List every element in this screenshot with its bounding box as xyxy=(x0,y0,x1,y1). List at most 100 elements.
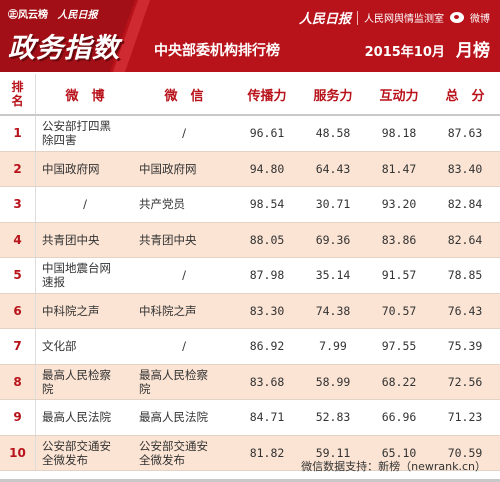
interact-cell: 97.55 xyxy=(381,339,417,354)
interact-cell: 91.57 xyxy=(381,268,417,283)
rank-cell: 7 xyxy=(0,329,36,364)
service-cell: 69.36 xyxy=(315,232,351,247)
spread-cell: 81.82 xyxy=(249,445,285,460)
weibo-name-line: 最高人民法院 xyxy=(42,410,111,425)
rank-cell: 9 xyxy=(0,400,36,435)
brand-left: ㊣风云榜 人民日报 xyxy=(8,6,97,21)
page-title: 政务指数 xyxy=(8,33,120,64)
weibo-name: 最高人民检察院 xyxy=(42,368,111,396)
weibo-cell: 最高人民检察院 xyxy=(36,365,134,400)
rank-cell: 6 xyxy=(0,293,36,328)
table-row: 3 / 共产党员 98.54 30.71 93.20 82.84 xyxy=(0,187,500,223)
service-cell: 48.58 xyxy=(315,126,351,141)
interact-cell: 93.20 xyxy=(381,197,417,212)
weibo-name: 中国政府网 xyxy=(42,162,100,176)
weixin-name: / xyxy=(182,268,186,282)
table-body: 1 公安部打四黑 除四害 / 96.61 48.58 98.18 87.63 2 中国政府网 中国政… xyxy=(0,116,500,471)
total-cell: 78.85 xyxy=(447,268,483,283)
weibo-name-line: 速报 xyxy=(42,275,65,290)
spread-cell: 83.30 xyxy=(249,303,285,318)
rank-cell: 4 xyxy=(0,222,36,257)
rank-cell: 10 xyxy=(0,435,36,470)
weixin-name-line: / xyxy=(182,268,186,283)
spread-cell: 84.71 xyxy=(249,410,285,425)
weixin-name-line: 院 xyxy=(139,381,151,396)
weibo-cell: 公安部打四黑 除四害 xyxy=(36,116,134,151)
weibo-cell: 共青团中央 xyxy=(36,223,134,258)
service-cell: 7.99 xyxy=(319,339,347,354)
weibo-name-line: 中科院之声 xyxy=(42,303,100,318)
weibo-cell: 最高人民法院 xyxy=(36,400,134,435)
weixin-cell: 中科院之声 xyxy=(134,294,234,329)
rank-cell: 5 xyxy=(0,258,36,293)
footer-credit: 微信数据支持：新榜（newrank.cn） xyxy=(301,460,486,473)
weibo-name: 文化部 xyxy=(42,339,77,353)
col-interact: 互动力 xyxy=(379,88,419,104)
interact-cell: 70.57 xyxy=(381,303,417,318)
weibo-name-line: 最高人民检察 xyxy=(42,367,111,382)
weibo-name-line: 文化部 xyxy=(42,339,77,354)
weibo-cell: 中国地震台网 速报 xyxy=(36,258,134,293)
spread-cell: 87.98 xyxy=(249,268,285,283)
weixin-name-line: 公安部交通安 xyxy=(139,438,208,453)
rank-cell: 2 xyxy=(0,151,36,186)
weixin-name-line: 中科院之声 xyxy=(139,303,197,318)
weibo-name-line: 院 xyxy=(42,381,54,396)
table-row: 9 最高人民法院 最高人民法院 84.71 52.83 66.96 71.23 xyxy=(0,400,500,436)
weixin-cell: 中国政府网 xyxy=(134,152,234,187)
weixin-name-line: / xyxy=(182,339,186,354)
ranking-table: 排 名 微 博 微 信 传播力 服务力 互动力 总 分 1 公安部打四黑 除四害 / 9… xyxy=(0,74,500,471)
total-cell: 82.64 xyxy=(447,232,483,247)
col-service: 服务力 xyxy=(313,88,353,104)
weibo-name: 公安部打四黑 除四害 xyxy=(42,119,111,147)
service-cell: 58.99 xyxy=(315,374,351,389)
total-cell: 71.23 xyxy=(447,410,483,425)
weixin-name-line: 最高人民法院 xyxy=(139,410,208,425)
spread-cell: 88.05 xyxy=(249,232,285,247)
weixin-name-line: 共产党员 xyxy=(139,197,185,212)
weibo-name-line: / xyxy=(83,197,87,212)
rmrb-logo: 人民日报 xyxy=(298,12,351,27)
weixin-name-line: 全微发布 xyxy=(139,452,185,467)
service-cell: 30.71 xyxy=(315,197,351,212)
weibo-name-line: 公安部打四黑 xyxy=(42,119,111,134)
weixin-name-line: 共青团中央 xyxy=(139,232,197,247)
total-cell: 83.40 xyxy=(447,161,483,176)
weixin-cell: / xyxy=(134,329,234,364)
spread-cell: 96.61 xyxy=(249,126,285,141)
table-header: 排 名 微 博 微 信 传播力 服务力 互动力 总 分 xyxy=(0,74,500,116)
bottom-divider xyxy=(0,479,500,482)
rmrb-logo-small: 人民日报 xyxy=(57,10,98,21)
weixin-name: / xyxy=(182,339,186,353)
weibo-label: 微博 xyxy=(470,14,490,25)
weibo-name: 最高人民法院 xyxy=(42,410,111,424)
col-rank: 排 名 xyxy=(0,74,36,114)
weixin-cell: / xyxy=(134,258,234,293)
interact-cell: 83.86 xyxy=(381,232,417,247)
total-cell: 70.59 xyxy=(447,445,483,460)
weibo-name: 中科院之声 xyxy=(42,304,100,318)
spread-cell: 83.68 xyxy=(249,374,285,389)
header-banner: ㊣风云榜 人民日报 政务指数 中央部委机构排行榜 人民日报 人民网舆情监测室 微… xyxy=(0,0,500,72)
weibo-name: 共青团中央 xyxy=(42,233,100,247)
weixin-cell: 共产党员 xyxy=(134,187,234,222)
table-row: 1 公安部打四黑 除四害/96.61 48.58 98.18 87.63 xyxy=(0,116,500,152)
total-cell: 87.63 xyxy=(447,126,483,141)
rank-cell: 3 xyxy=(0,187,36,222)
weibo-name: / xyxy=(83,197,87,211)
rank-cell: 8 xyxy=(0,364,36,399)
weixin-name-line: 最高人民检察 xyxy=(139,367,208,382)
weibo-cell: 公安部交通安 全微发布 xyxy=(36,436,134,471)
col-weixin: 微 信 xyxy=(164,88,204,104)
spread-cell: 86.92 xyxy=(249,339,285,354)
spread-cell: 94.80 xyxy=(249,161,285,176)
interact-cell: 98.18 xyxy=(381,126,417,141)
brand-divider xyxy=(357,10,358,25)
service-cell: 52.83 xyxy=(315,410,351,425)
service-cell: 59.11 xyxy=(315,445,351,460)
rank-cell: 1 xyxy=(0,116,36,151)
weibo-cell: 文化部 xyxy=(36,329,134,364)
table-row: 6 中科院之声 中科院之声 83.30 74.38 70.57 76.43 xyxy=(0,293,500,329)
col-rank-line2: 名 xyxy=(11,94,24,108)
